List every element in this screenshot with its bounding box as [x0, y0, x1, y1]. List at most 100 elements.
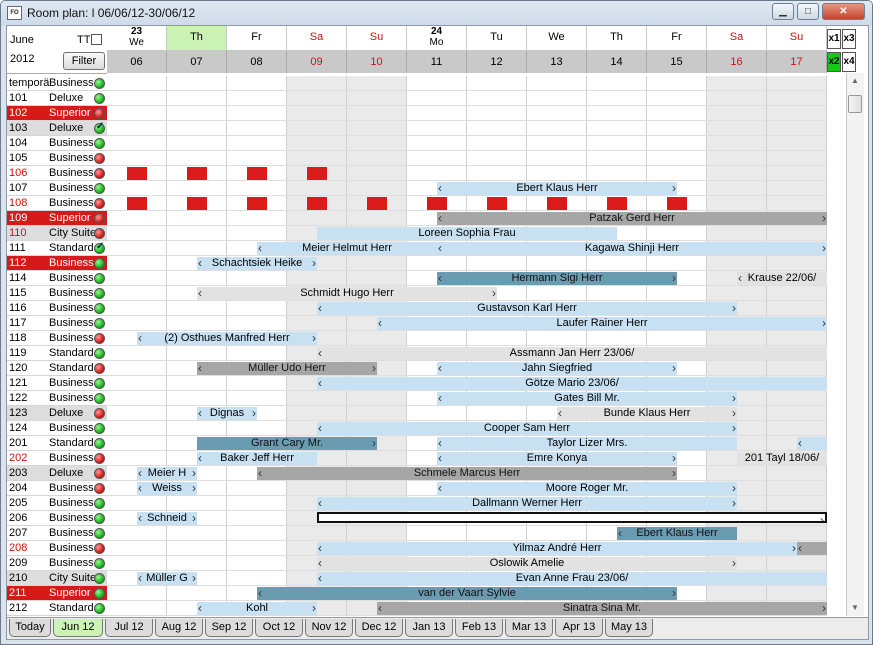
- room-row-106[interactable]: 106 Business: [7, 166, 107, 181]
- blocked-marker[interactable]: [127, 167, 147, 180]
- month-tab[interactable]: Apr 13: [555, 619, 603, 637]
- reservation-bar[interactable]: ‹ Krause 22/06/: [737, 272, 827, 285]
- reservation-bar[interactable]: ‹: [797, 437, 827, 450]
- reservation-bar[interactable]: ‹ Hermann Sigi Herr ›: [437, 272, 677, 285]
- reservation-bar[interactable]: ‹ Meier Helmut Herr: [257, 242, 437, 255]
- blocked-marker[interactable]: [187, 167, 207, 180]
- day-header-cell[interactable]: 23 We: [107, 26, 167, 51]
- reservation-bar[interactable]: ‹ Dallmann Werner Herr ›: [317, 497, 737, 510]
- reservation-bar[interactable]: Loreen Sophia Frau: [317, 227, 617, 240]
- reservation-bar[interactable]: ‹ Gates Bill Mr. ›: [437, 392, 737, 405]
- reservation-bar[interactable]: ‹ Schmidt Hugo Herr ›: [197, 287, 497, 300]
- room-row-117[interactable]: 117 Business: [7, 316, 107, 331]
- reservation-bar[interactable]: ‹ Laufer Rainer Herr ›: [377, 317, 827, 330]
- month-tab[interactable]: Feb 13: [455, 619, 503, 637]
- room-row-204[interactable]: 204 Business: [7, 481, 107, 496]
- month-tab[interactable]: Aug 12: [155, 619, 203, 637]
- room-row-101[interactable]: 101 Deluxe: [7, 91, 107, 106]
- room-row-104[interactable]: 104 Business: [7, 136, 107, 151]
- reservation-bar[interactable]: ‹ Baker Jeff Herr: [197, 452, 317, 465]
- month-tab[interactable]: Mar 13: [505, 619, 553, 637]
- month-tab[interactable]: Oct 12: [255, 619, 303, 637]
- reservation-bar[interactable]: ‹ Schachtsiek Heike ›: [197, 257, 317, 270]
- zoom-x1-button[interactable]: x1: [827, 29, 841, 49]
- reservation-bar[interactable]: ‹ Oslowik Amelie ›: [317, 557, 737, 570]
- reservation-bar[interactable]: ‹ Ebert Klaus Herr ›: [437, 182, 677, 195]
- month-tab[interactable]: Nov 12: [305, 619, 353, 637]
- reservation-bar[interactable]: ‹ Müller G ›: [137, 572, 197, 585]
- room-row-111[interactable]: 111 Standard: [7, 241, 107, 256]
- blocked-marker[interactable]: [187, 197, 207, 210]
- reservation-bar[interactable]: ‹ Emre Konya ›: [437, 452, 677, 465]
- reservation-bar[interactable]: ‹: [797, 542, 827, 555]
- title-bar[interactable]: FO Room plan: l 06/06/12-30/06/12 ▁ □ ✕: [1, 1, 872, 25]
- reservation-bar[interactable]: ‹ Sinatra Sina Mr. ›: [377, 602, 827, 615]
- blocked-marker[interactable]: [487, 197, 507, 210]
- reservation-bar[interactable]: ‹ Moore Roger Mr. ›: [437, 482, 737, 495]
- room-row-203[interactable]: 203 Deluxe: [7, 466, 107, 481]
- room-row-201[interactable]: 201 Standard: [7, 436, 107, 451]
- room-row-122[interactable]: 122 Business: [7, 391, 107, 406]
- room-row-temporä[interactable]: temporä Business: [7, 76, 107, 91]
- reservation-bar[interactable]: ‹ Müller Udo Herr ›: [197, 362, 377, 375]
- day-header-cell[interactable]: We: [527, 26, 587, 51]
- month-tab[interactable]: Jun 12: [53, 619, 103, 637]
- blocked-marker[interactable]: [427, 197, 447, 210]
- reservation-bar[interactable]: ‹ (2) Osthues Manfred Herr ›: [137, 332, 317, 345]
- room-row-116[interactable]: 116 Business: [7, 301, 107, 316]
- room-row-207[interactable]: 207 Business: [7, 526, 107, 541]
- blocked-marker[interactable]: [247, 197, 267, 210]
- reservation-bar[interactable]: ‹ Meier H ›: [137, 467, 197, 480]
- reservation-bar[interactable]: 201 Tayl 18/06/: [737, 452, 827, 465]
- zoom-x4-button[interactable]: x4: [842, 52, 856, 72]
- reservation-bar[interactable]: ‹ Kagawa Shinji Herr ›: [437, 242, 827, 255]
- room-row-211[interactable]: 211 Superior: [7, 586, 107, 601]
- day-header-cell[interactable]: Su: [347, 26, 407, 51]
- reservation-bar[interactable]: ‹ Assmann Jan Herr 23/06/: [317, 347, 827, 360]
- room-row-108[interactable]: 108 Business: [7, 196, 107, 211]
- scroll-thumb[interactable]: [848, 95, 862, 113]
- reservation-bar[interactable]: ‹ Götze Mario 23/06/: [317, 377, 827, 390]
- day-header-cell[interactable]: 24 Mo: [407, 26, 467, 51]
- room-row-209[interactable]: 209 Business: [7, 556, 107, 571]
- reservation-bar[interactable]: ‹ van der Vaart Sylvie ›: [257, 587, 677, 600]
- room-row-107[interactable]: 107 Business: [7, 181, 107, 196]
- day-header-cell[interactable]: Tu: [467, 26, 527, 51]
- reservation-bar[interactable]: ‹ Kohl ›: [197, 602, 317, 615]
- zoom-x2-button[interactable]: x2: [827, 52, 841, 72]
- reservation-bar[interactable]: ‹ Schmele Marcus Herr ›: [257, 467, 677, 480]
- room-row-109[interactable]: 109 Superior: [7, 211, 107, 226]
- room-row-119[interactable]: 119 Standard: [7, 346, 107, 361]
- close-button[interactable]: ✕: [822, 3, 865, 20]
- room-row-124[interactable]: 124 Business: [7, 421, 107, 436]
- blocked-marker[interactable]: [127, 197, 147, 210]
- reservation-bar[interactable]: ‹ Patzak Gerd Herr ›: [437, 212, 827, 225]
- reservation-bar[interactable]: ‹ Weiss ›: [137, 482, 197, 495]
- day-header-cell[interactable]: Su: [767, 26, 827, 51]
- room-row-103[interactable]: 103 Deluxe: [7, 121, 107, 136]
- room-row-202[interactable]: 202 Business: [7, 451, 107, 466]
- scroll-up-arrow-icon[interactable]: ▲: [851, 76, 859, 85]
- reservation-bar[interactable]: ‹ Gustavson Karl Herr ›: [317, 302, 737, 315]
- room-row-123[interactable]: 123 Deluxe: [7, 406, 107, 421]
- month-tab[interactable]: Jul 12: [105, 619, 153, 637]
- day-header-cell[interactable]: Sa: [707, 26, 767, 51]
- maximize-button[interactable]: □: [797, 3, 819, 20]
- room-row-205[interactable]: 205 Business: [7, 496, 107, 511]
- blocked-marker[interactable]: [307, 167, 327, 180]
- reservation-bar[interactable]: ‹ Cooper Sam Herr ›: [317, 422, 737, 435]
- blocked-marker[interactable]: [367, 197, 387, 210]
- zoom-x3-button[interactable]: x3: [842, 29, 856, 49]
- month-tab[interactable]: Today: [9, 619, 51, 637]
- blocked-marker[interactable]: [307, 197, 327, 210]
- reservation-bar[interactable]: ‹ Ebert Klaus Herr: [617, 527, 737, 540]
- reservation-bar[interactable]: ›: [317, 512, 827, 523]
- blocked-marker[interactable]: [607, 197, 627, 210]
- reservation-bar[interactable]: ‹ Jahn Siegfried ›: [437, 362, 677, 375]
- room-row-102[interactable]: 102 Superior: [7, 106, 107, 121]
- room-row-112[interactable]: 112 Business: [7, 256, 107, 271]
- room-row-110[interactable]: 110 City Suite: [7, 226, 107, 241]
- reservation-bar[interactable]: ‹ Schneid ›: [137, 512, 197, 525]
- day-header-cell[interactable]: Th: [167, 26, 227, 51]
- day-header-cell[interactable]: Fr: [227, 26, 287, 51]
